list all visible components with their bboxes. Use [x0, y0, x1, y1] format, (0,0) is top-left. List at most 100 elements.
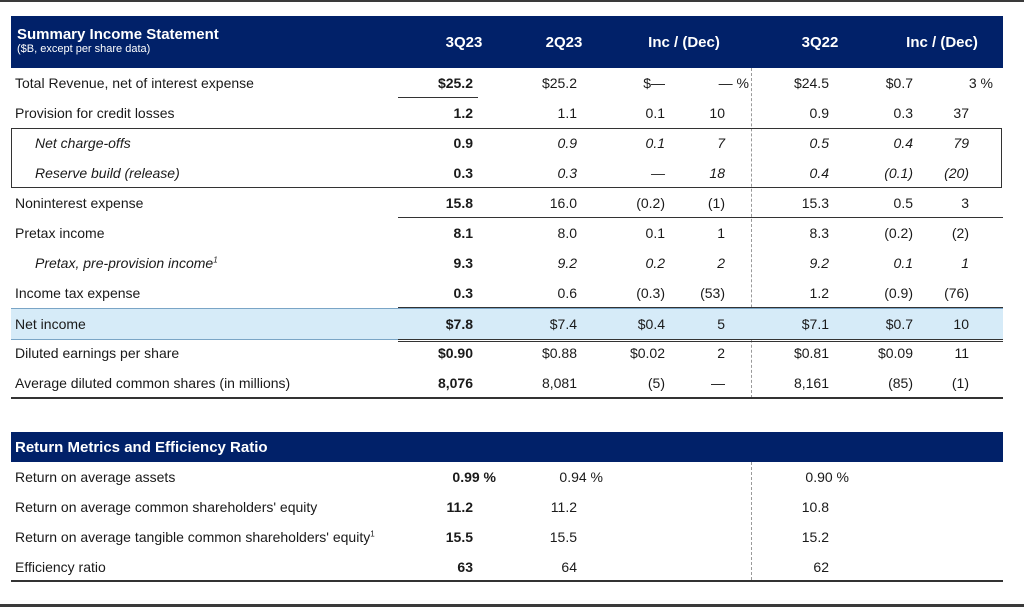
table-cell: 0.90 % [805, 469, 849, 485]
row-label-text: Pretax income [15, 225, 105, 241]
row-label: Total Revenue, net of interest expense [15, 75, 254, 91]
rule [398, 97, 478, 98]
table-cell: 0.1 [645, 105, 665, 121]
table-cell: 8,161 [793, 375, 829, 391]
returns-header: Return Metrics and Efficiency Ratio [11, 432, 1003, 462]
table-cell: 15.5 [445, 529, 473, 545]
table-cell: 0.9 [453, 135, 473, 151]
row-label: Net income [15, 316, 86, 332]
table-cell: $0.09 [877, 345, 913, 361]
row-label: Diluted earnings per share [15, 345, 179, 361]
table-cell: (0.2) [884, 225, 913, 241]
table-cell: 0.3 [453, 285, 473, 301]
table-cell: 3 [961, 195, 969, 211]
table-cell: 15.5 [549, 529, 577, 545]
table-cell: 1.2 [809, 285, 829, 301]
table-row: Return on average assets 0.99 % 0.94 % 0.90… [11, 462, 1003, 492]
row-label-text: Efficiency ratio [15, 559, 106, 575]
row-label: Return on average assets [15, 469, 175, 485]
row-label-text: Income tax expense [15, 285, 141, 301]
table-row: Diluted earnings per share $0.90 $0.88 $0.0… [11, 338, 1003, 368]
table-cell: 62 [813, 559, 829, 575]
table-cell: $24.5 [793, 75, 829, 91]
table-row: Return on average common shareholders' e… [11, 492, 1003, 522]
table-cell: $0.7 [885, 75, 913, 91]
table-cell: $7.4 [549, 316, 577, 332]
table-cell: (20) [944, 165, 969, 181]
rule [398, 217, 1003, 218]
table-cell: 8,081 [541, 375, 577, 391]
row-label: Return on average tangible common shareh… [15, 529, 375, 545]
table-cell: 2 [717, 345, 725, 361]
table-cell: 10 [953, 316, 969, 332]
table-cell: $0.7 [885, 316, 913, 332]
col-inc-dec-1: Inc / (Dec) [648, 34, 720, 51]
table-row: Efficiency ratio 63 64 62 [11, 552, 1003, 582]
table-row: Net income $7.8 $7.4 $0.4 5 $7.1 $0.7 10 [11, 308, 1003, 340]
table-cell: 5 [717, 316, 725, 332]
table-cell: 11.2 [550, 499, 577, 515]
table-cell: 8,076 [437, 375, 473, 391]
row-label-text: Return on average assets [15, 469, 176, 485]
table-cell: 0.1 [645, 135, 665, 151]
table-cell: $0.81 [793, 345, 829, 361]
row-label: Provision for credit losses [15, 105, 175, 121]
table-row: Net charge-offs 0.9 0.9 0.1 7 0.5 0.4 79 [11, 128, 1003, 158]
table-row: Noninterest expense 15.8 16.0 (0.2) (1) 15.3 0… [11, 188, 1003, 218]
rule [398, 307, 1003, 308]
table-cell: 1.1 [557, 105, 577, 121]
summary-subtitle: ($B, except per share data) [17, 43, 151, 55]
table-cell: 0.9 [557, 135, 577, 151]
col-2q23: 2Q23 [545, 34, 583, 51]
table-cell: (53) [700, 285, 725, 301]
table-cell: 1 [961, 255, 969, 271]
table-row: Income tax expense 0.3 0.6 (0.3) (53) 1.2 (0.9… [11, 278, 1003, 308]
rule [11, 397, 1003, 399]
table-cell: 11.2 [446, 499, 473, 515]
row-label: Noninterest expense [15, 195, 143, 211]
table-cell: 0.99 % [452, 469, 496, 485]
table-cell: (0.9) [884, 285, 913, 301]
table-cell: $0.4 [637, 316, 665, 332]
row-label-text: Return on average common shareholders' e… [15, 499, 318, 515]
table-cell: 0.1 [645, 225, 665, 241]
row-label: Average diluted common shares (in millio… [15, 375, 290, 391]
table-cell: (1) [707, 195, 725, 211]
table-cell: $7.8 [445, 316, 473, 332]
table-cell: 0.3 [557, 165, 577, 181]
column-separator [751, 462, 752, 580]
table-cell: 1 [717, 225, 725, 241]
table-cell: 3 % [968, 75, 993, 91]
col-3q23: 3Q23 [445, 34, 483, 51]
summary-header: Summary Income Statement ($B, except per… [11, 16, 1003, 68]
row-label-text: Noninterest expense [15, 195, 144, 211]
table-cell: 0.5 [893, 195, 913, 211]
table-cell: 18 [709, 165, 725, 181]
row-label-text: Net charge-offs [35, 135, 131, 151]
row-label: Income tax expense [15, 285, 140, 301]
table-row: Provision for credit losses 1.2 1.1 0.1 10 0.… [11, 98, 1003, 128]
table-cell: 0.94 % [559, 469, 603, 485]
table-cell: 2 [717, 255, 725, 271]
table-cell: 0.1 [893, 255, 913, 271]
table-row: Pretax, pre-provision income1 9.3 9.2 0.2 2 9… [11, 248, 1003, 278]
double-rule [398, 339, 1003, 342]
top-rule [0, 0, 1024, 2]
table-cell: $— [643, 75, 665, 91]
row-label-text: Diluted earnings per share [15, 345, 180, 361]
table-cell: 64 [561, 559, 577, 575]
table-cell: 0.9 [809, 105, 829, 121]
table-cell: 8.0 [557, 225, 577, 241]
row-label-text: Return on average tangible common shareh… [15, 529, 371, 545]
col-inc-dec-2: Inc / (Dec) [906, 34, 978, 51]
credit-detail-box [11, 128, 1002, 188]
row-label: Pretax, pre-provision income1 [35, 255, 218, 271]
col-3q22: 3Q22 [801, 34, 839, 51]
table-cell: 0.5 [809, 135, 829, 151]
table-cell: 9.2 [557, 255, 577, 271]
table-row: Total Revenue, net of interest expense $2… [11, 68, 1003, 98]
table-cell: 0.4 [893, 135, 913, 151]
table-cell: (0.2) [636, 195, 665, 211]
table-cell: 0.3 [893, 105, 913, 121]
table-row: Average diluted common shares (in millio… [11, 368, 1003, 398]
